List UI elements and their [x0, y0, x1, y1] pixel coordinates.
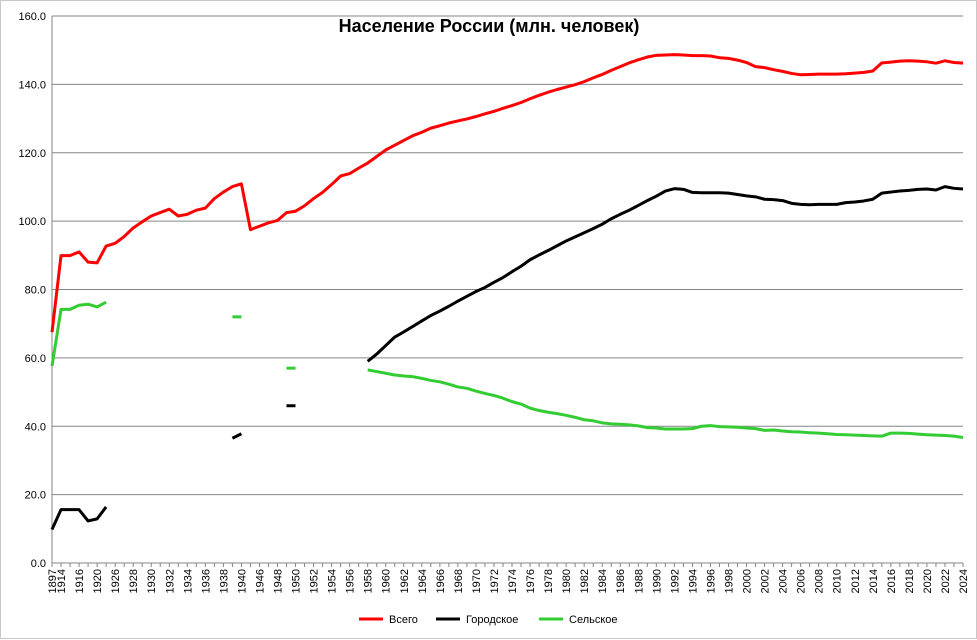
- x-tick-label: 2014: [868, 569, 880, 593]
- x-tick-label: 2020: [922, 569, 934, 593]
- axes: 0.0 20.0 40.0 60.0 80.0 100.0 120.0 140.0 160.0 1…: [18, 11, 970, 593]
- x-tick-label: 2004: [778, 569, 790, 593]
- x-tick-label: 2016: [886, 569, 898, 593]
- x-tick-label: 1950: [291, 569, 303, 593]
- legend-label-0: Всего: [389, 614, 418, 626]
- x-tick-label: 1978: [543, 569, 555, 593]
- series-line-1: [50, 506, 108, 531]
- x-tick-label: 1936: [200, 569, 212, 593]
- x-tick-label: 1972: [489, 569, 501, 593]
- series-line-1: [231, 432, 243, 440]
- series-line-2: [50, 300, 107, 367]
- x-tick-label: 1988: [633, 569, 645, 593]
- x-tick-label: 1940: [236, 569, 248, 593]
- legend-label-2: Сельское: [569, 614, 618, 626]
- series-line-2: [367, 368, 964, 440]
- x-tick-label: 1954: [327, 569, 339, 593]
- x-tick-label: 1962: [399, 569, 411, 593]
- x-tick-label: 2006: [796, 569, 808, 593]
- x-tick-label: 1926: [110, 569, 122, 593]
- x-tick-label: 1980: [561, 569, 573, 593]
- y-tick-label: 160.0: [18, 11, 46, 23]
- x-tick-label: 1964: [417, 569, 429, 593]
- y-tick-label: 120.0: [18, 148, 46, 160]
- x-tick-label: 1952: [309, 569, 321, 593]
- series-lines: [50, 53, 964, 531]
- x-tick-label: 1956: [345, 569, 357, 593]
- y-tick-label: 80.0: [25, 285, 46, 297]
- x-tick-label: 2002: [760, 569, 772, 593]
- x-tick-label: 2008: [814, 569, 826, 593]
- x-tick-label: 1966: [435, 569, 447, 593]
- x-tick-label: 1914: [56, 569, 68, 593]
- x-tick-label: 1897: [47, 569, 59, 593]
- y-tick-label: 100.0: [18, 216, 46, 228]
- x-tick-label: 2010: [832, 569, 844, 593]
- x-tick-label: 1998: [723, 569, 735, 593]
- y-tick-label: 20.0: [25, 490, 46, 502]
- x-tick-label: 1916: [74, 569, 86, 593]
- y-tick-label: 60.0: [25, 353, 46, 365]
- x-tick-label: 2022: [940, 569, 952, 593]
- chart-title: Население России (млн. человек): [339, 16, 640, 36]
- x-tick-label: 1938: [218, 569, 230, 593]
- x-tick-label: 1990: [651, 569, 663, 593]
- x-tick-label: 1928: [128, 569, 140, 593]
- legend-label-1: Городское: [466, 614, 518, 626]
- x-tick-label: 1920: [92, 569, 104, 593]
- x-tick-label: 1986: [615, 569, 627, 593]
- x-tick-label: 1994: [687, 569, 699, 593]
- grid-lines: [52, 15, 963, 564]
- series-line-1: [366, 185, 964, 363]
- x-tick-label: 1976: [525, 569, 537, 593]
- x-tick-label: 1982: [579, 569, 591, 593]
- x-tick-label: 1948: [272, 569, 284, 593]
- x-tick-label: 1996: [705, 569, 717, 593]
- x-tick-label: 1970: [471, 569, 483, 593]
- y-tick-label: 140.0: [18, 79, 46, 91]
- x-tick-label: 1974: [507, 569, 519, 593]
- x-tick-label: 1932: [164, 569, 176, 593]
- series-line-0: [50, 53, 964, 333]
- x-tick-label: 2024: [958, 569, 970, 593]
- x-tick-label: 1934: [182, 569, 194, 593]
- x-tick-label: 1992: [669, 569, 681, 593]
- x-tick-label: 2012: [850, 569, 862, 593]
- x-tick-label: 1958: [363, 569, 375, 593]
- x-tick-label: 1968: [453, 569, 465, 593]
- x-tick-label: 1946: [254, 569, 266, 593]
- x-tick-label: 2000: [742, 569, 754, 593]
- legend: Всего Городское Сельское: [359, 614, 618, 626]
- x-tick-label: 1984: [597, 569, 609, 593]
- x-tick-label: 1960: [381, 569, 393, 593]
- y-tick-label: 0.0: [31, 558, 46, 570]
- x-tick-label: 2018: [904, 569, 916, 593]
- y-tick-label: 40.0: [25, 421, 46, 433]
- x-tick-label: 1930: [146, 569, 158, 593]
